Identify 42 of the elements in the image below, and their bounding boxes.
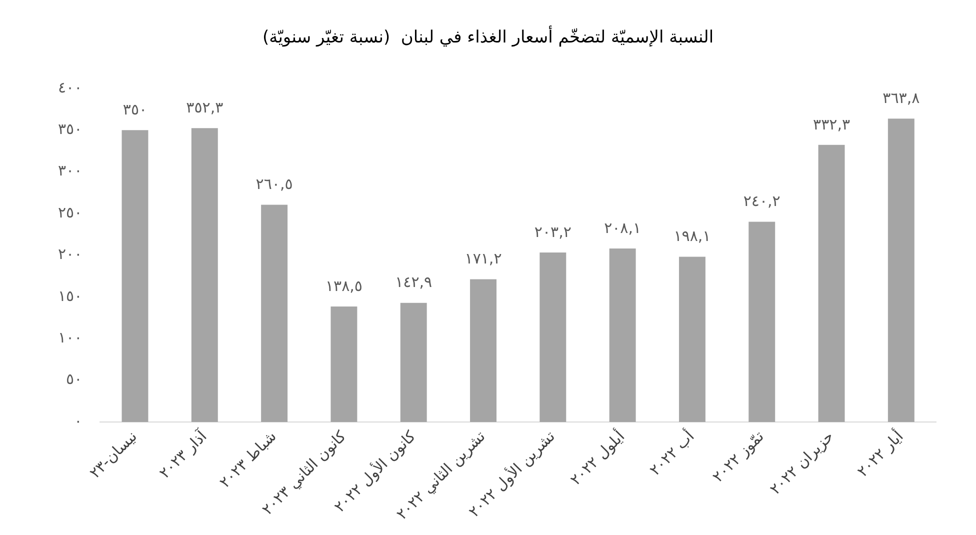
data-label: ١٩٨,١ [674,227,711,246]
bar [400,302,427,422]
x-tick-label: شباط ٢٠٢٣ [216,427,280,492]
y-tick-label: ٣٥٠ [58,120,82,138]
data-label: ١٤٢,٩ [395,273,432,292]
data-label: ٢٠٣,٢ [534,222,572,241]
data-label: ١٣٨,٥ [325,276,362,295]
x-tick-label: آذار ٢٠٢٣ [154,426,211,482]
x-tick-label: أيلول ٢٠٢٢ [566,426,628,489]
y-tick-label: ٢٥٠ [58,203,82,222]
bar [748,222,776,422]
bar [540,252,566,422]
data-label: ٣٥٢,٣ [186,98,224,117]
data-label: ٢٤٠,٢ [743,192,780,210]
bar [122,130,148,422]
y-tick-label: ٢٠٠ [58,245,82,264]
x-tick-label: أيار ٢٠٢٢ [852,426,907,480]
data-label: ١٧١,٢ [464,250,502,268]
chart-title: النسبة الإسميّة لتضخّم أسعار الغذاء في لبنان (نسبة تغيّر سنويّة) [262,26,714,48]
y-tick-label: ٣٠٠ [58,162,82,180]
x-tick-label: نيسان-٢٣ [86,427,141,482]
bar [191,128,218,422]
y-tick-label: ٤٠٠ [58,78,82,96]
data-label: ٣٥٠ [122,100,148,118]
bar [261,204,288,422]
bar [678,256,706,422]
x-tick-label: حزيران ٢٠٢٢ [766,427,838,498]
y-tick-label: ٠ [74,412,82,430]
x-tick-label: أب ٢٠٢٢ [645,426,698,480]
data-label: ٢٠٨,١ [604,218,642,237]
bar [818,144,845,422]
bar [470,279,496,422]
bar [330,306,358,422]
data-label: ٢٦٠,٥ [256,175,293,194]
y-tick-label: ١٥٠ [58,286,82,305]
bar [888,118,914,422]
data-label: ٣٦٣,٨ [882,88,920,107]
y-tick-label: ١٠٠ [58,328,82,347]
data-label: ٣٣٢,٣ [813,115,850,134]
bar [609,248,636,422]
x-tick-label: تمّوز ٢٠٢٢ [708,427,768,486]
y-tick-label: ٥٠ [66,370,82,388]
